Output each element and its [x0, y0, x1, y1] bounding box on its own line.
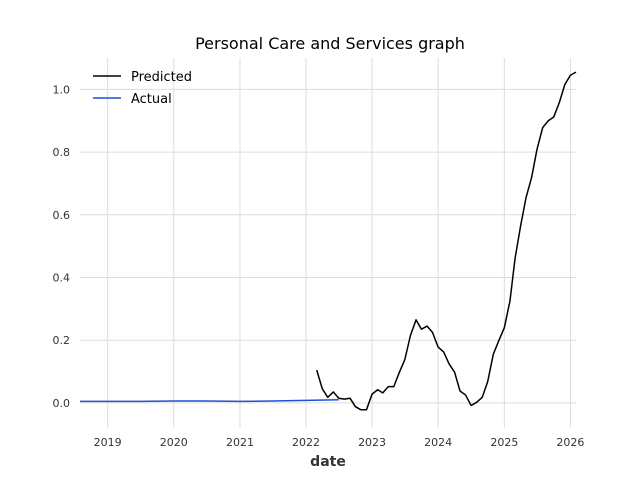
- y-axis-ticks: 0.0 0.2 0.4 0.6 0.8 1.0: [53, 83, 71, 410]
- series-line-predicted: [315, 71, 577, 411]
- x-tick-label: 2025: [490, 436, 518, 449]
- y-tick-label: 1.0: [53, 83, 71, 96]
- x-tick-label: 2020: [160, 436, 188, 449]
- x-axis-ticks: 2019 2020 2021 2022 2023 2024 2025 2026: [94, 436, 585, 449]
- x-tick-label: 2023: [358, 436, 386, 449]
- x-tick-label: 2021: [226, 436, 254, 449]
- y-tick-label: 0.8: [53, 146, 71, 159]
- y-tick-label: 0.4: [53, 271, 71, 284]
- series-lines: [80, 71, 577, 411]
- grid: [80, 58, 576, 428]
- x-tick-label: 2019: [94, 436, 122, 449]
- y-tick-label: 0.0: [53, 397, 71, 410]
- legend-label-actual: Actual: [131, 92, 172, 107]
- y-tick-label: 0.2: [53, 334, 71, 347]
- legend-label-predicted: Predicted: [131, 70, 192, 85]
- x-tick-label: 2022: [292, 436, 320, 449]
- y-tick-label: 0.6: [53, 209, 71, 222]
- series-line-actual: [80, 399, 339, 403]
- x-axis-label: date: [310, 454, 346, 470]
- chart-title: Personal Care and Services graph: [195, 34, 465, 53]
- legend: Predicted Actual: [93, 70, 192, 107]
- x-tick-label: 2026: [556, 436, 584, 449]
- x-tick-label: 2024: [424, 436, 452, 449]
